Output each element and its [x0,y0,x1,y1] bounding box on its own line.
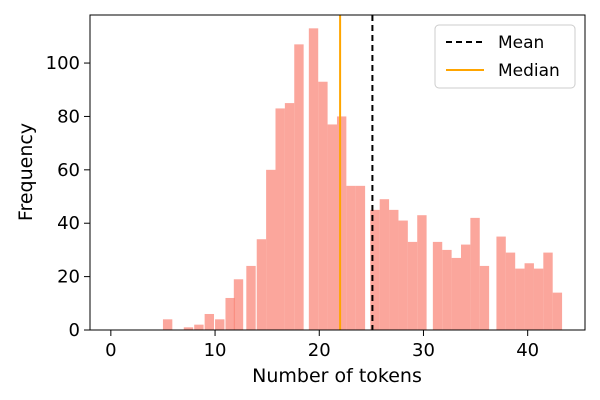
legend-label-median: Median [498,61,560,81]
y-axis-ticks: 0 20 40 60 80 100 [46,53,90,341]
histogram-bar [183,327,194,330]
x-tick-label: 10 [204,340,227,361]
histogram-bar [370,209,380,330]
histogram-bar [256,239,267,330]
histogram-bar [398,220,408,330]
histogram-bar [266,169,276,330]
histogram-bar [479,265,490,330]
x-tick-label: 20 [308,340,331,361]
x-axis-label: Number of tokens [252,365,422,387]
histogram-bar [346,185,356,330]
histogram-bar [442,249,452,330]
bars-group [162,28,563,331]
histogram-bar [318,81,328,330]
histogram-bar [505,252,516,330]
histogram-bar [432,241,443,330]
x-tick-label: 40 [516,340,539,361]
x-tick-label: 0 [105,340,116,361]
histogram-bar [294,44,304,330]
histogram-bar [327,124,337,330]
histogram-bar [496,236,506,330]
histogram-bar [233,279,244,330]
histogram-bar [194,324,204,330]
y-tick-label: 40 [57,213,80,234]
histogram-bar [552,292,563,330]
legend-box [434,24,576,89]
histogram-bar [204,313,215,330]
histogram-bar [543,252,553,330]
y-tick-label: 60 [57,160,80,181]
x-tick-label: 30 [412,340,435,361]
histogram-bar [460,244,471,330]
histogram-bar [407,241,418,330]
histogram-bar [284,103,295,330]
plot-frame [89,14,586,331]
histogram-bar [451,257,461,330]
histogram-bar [246,265,256,330]
histogram-bar [355,185,366,330]
histogram-bar [417,215,427,330]
histogram-bar [379,199,390,330]
histogram-bar [336,116,347,331]
x-axis-ticks: 0 10 20 30 40 [105,330,539,361]
histogram-bar [470,217,480,330]
histogram-bar [275,108,285,330]
histogram-bar [533,268,544,330]
y-tick-label: 80 [57,106,80,127]
histogram-bar [389,209,399,330]
legend-label-mean: Mean [498,33,544,53]
histogram-bar [515,268,525,330]
y-tick-label: 20 [57,267,80,288]
y-axis-label: Frequency [15,123,37,221]
y-tick-label: 100 [46,53,80,74]
histogram-bar [162,319,173,330]
reference-lines-group [339,15,374,330]
histogram-bar [215,319,225,330]
histogram-bar [524,263,534,330]
y-tick-label: 0 [69,320,80,341]
histogram-bar [225,297,235,330]
histogram-bar [308,28,319,330]
legend: Mean Median [434,24,576,89]
